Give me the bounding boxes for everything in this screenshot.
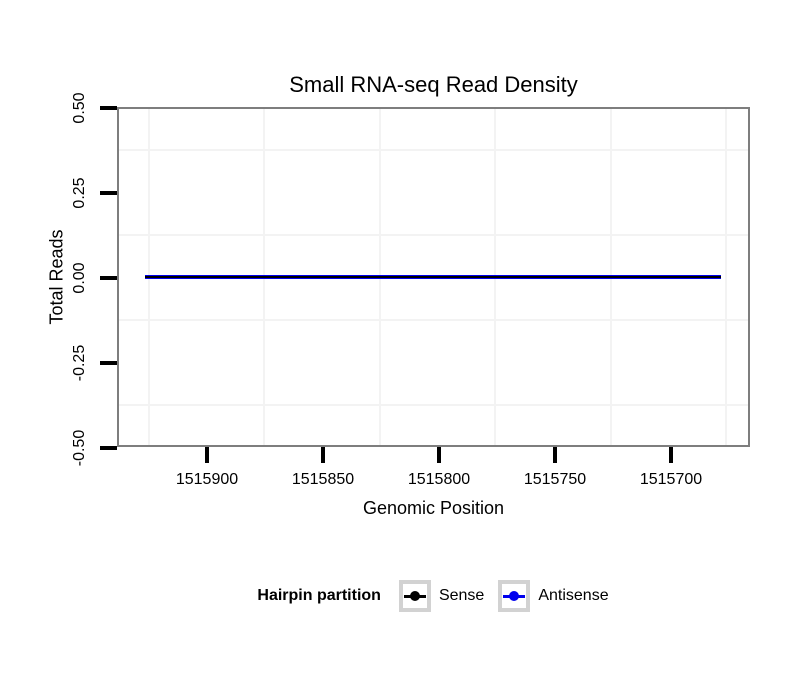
y-axis-title: Total Reads [46, 229, 67, 325]
legend-label-antisense: Antisense [538, 587, 609, 604]
x-tick-label: 1515900 [175, 471, 239, 488]
x-axis-tick [437, 447, 441, 463]
chart-title: Small RNA-seq Read Density [289, 72, 578, 97]
x-tick-label: 1515800 [407, 471, 471, 488]
x-axis-tick [321, 447, 325, 463]
y-tick-label: 0.25 [71, 177, 88, 209]
y-axis-tick [100, 276, 117, 280]
sense-series-line [145, 276, 721, 278]
x-axis-tick [553, 447, 557, 463]
antisense-point-icon [509, 591, 520, 601]
legend-title: Hairpin partition [257, 587, 381, 604]
x-axis-tick [669, 447, 673, 463]
y-axis-tick [100, 446, 117, 450]
y-tick-label: 0.50 [71, 92, 88, 124]
y-axis-tick [100, 361, 117, 365]
legend-key-antisense [498, 580, 531, 612]
antisense-series-line [145, 275, 721, 279]
y-tick-label: -0.50 [71, 429, 88, 467]
legend: Hairpin partition Sense Antisense [53, 578, 810, 614]
x-tick-label: 1515700 [639, 471, 703, 488]
legend-label-sense: Sense [438, 587, 485, 604]
horizontal-gridline [119, 319, 748, 321]
y-tick-label: -0.25 [71, 344, 88, 382]
x-axis-title: Genomic Position [362, 498, 505, 518]
horizontal-gridline [119, 404, 748, 406]
x-tick-label: 1515750 [523, 471, 587, 488]
x-tick-label: 1515850 [291, 471, 355, 488]
plot-panel [117, 107, 750, 447]
vertical-gridline [725, 109, 727, 445]
y-axis-tick [100, 106, 117, 110]
legend-key-sense [398, 580, 431, 612]
x-axis-tick [205, 447, 209, 463]
horizontal-gridline [119, 234, 748, 236]
y-axis-tick [100, 191, 117, 195]
legend-entry-sense: Sense [398, 580, 485, 612]
y-tick-label: 0.00 [71, 262, 88, 294]
horizontal-gridline [119, 149, 748, 151]
sense-point-icon [409, 591, 420, 601]
legend-entry-antisense: Antisense [498, 580, 609, 612]
